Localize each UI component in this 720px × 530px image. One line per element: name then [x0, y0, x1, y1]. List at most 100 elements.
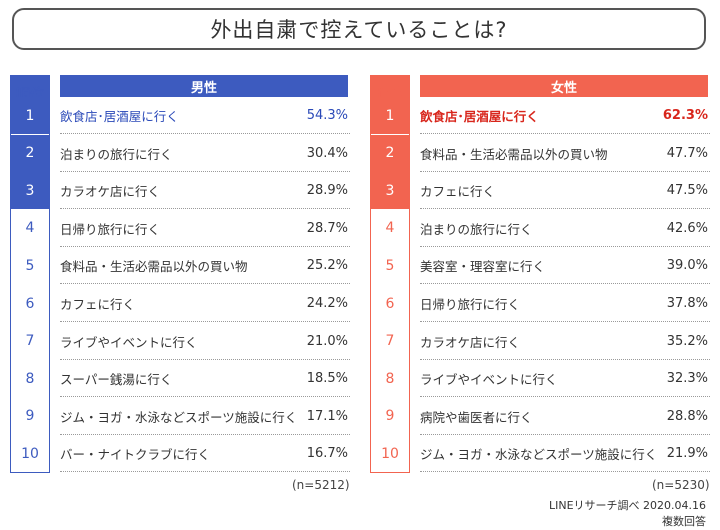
male-item-label: 食料品・生活必需品以外の買い物: [60, 259, 248, 275]
female-item-label: 美容室・理容室に行く: [420, 259, 546, 275]
male-row-divider: [60, 170, 350, 172]
female-row-divider: [420, 358, 710, 360]
female-row: 5 美容室・理容室に行く 39.0%: [370, 247, 710, 285]
female-row-divider: [420, 133, 710, 134]
male-row: 6 カフェに行く 24.2%: [10, 285, 350, 322]
female-percentage: 42.6%: [666, 220, 708, 236]
female-rank-cell: 4: [385, 220, 395, 237]
male-item-label: 泊まりの旅行に行く: [60, 146, 173, 162]
male-percentage: 25.2%: [306, 258, 348, 274]
female-rank-cell: 5: [385, 257, 395, 274]
male-item-label: スーパー銭湯に行く: [60, 372, 173, 388]
female-item-label: ライブやイベントに行く: [420, 372, 558, 388]
female-item-label: 泊まりの旅行に行く: [420, 221, 533, 237]
male-rank-cell: 2: [10, 134, 50, 172]
female-row: 7 カラオケ店に行く 35.2%: [370, 323, 710, 360]
female-item-label: カフェに行く: [420, 184, 496, 200]
female-rank-cell: 8: [385, 370, 395, 387]
male-row: 5 食料品・生活必需品以外の買い物 25.2%: [10, 247, 350, 285]
male-row: 8 スーパー銭湯に行く 18.5%: [10, 360, 350, 398]
female-row: 6 日帰り旅行に行く 37.8%: [370, 285, 710, 322]
female-header: 女性: [420, 75, 708, 97]
female-row-divider: [420, 283, 710, 285]
female-row-divider: [420, 245, 710, 247]
female-percentage: 62.3%: [662, 108, 708, 123]
male-sample-size: (n=5212): [292, 478, 350, 492]
female-percentage: 28.8%: [666, 408, 708, 424]
male-rank-cell: 9: [25, 408, 35, 425]
female-percentage: 47.5%: [666, 183, 708, 199]
male-percentage: 54.3%: [306, 108, 348, 123]
male-row: 1 飲食店･居酒屋に行く 54.3%: [10, 97, 350, 134]
male-percentage: 17.1%: [306, 408, 348, 424]
female-item-label: 飲食店･居酒屋に行く: [420, 109, 539, 124]
female-rank-cell: 9: [385, 408, 395, 425]
male-row: 10 バー・ナイトクラブに行く 16.7%: [10, 435, 350, 473]
male-row: 3 カラオケ店に行く 28.9%: [10, 172, 350, 210]
female-rank-cell: 2: [370, 134, 410, 172]
male-row: 9 ジム・ヨガ・水泳などスポーツ施設に行く 17.1%: [10, 398, 350, 435]
female-rank-cell: 7: [385, 333, 395, 350]
female-row-divider: [420, 321, 710, 322]
female-sample-size: (n=5230): [652, 478, 710, 492]
male-row-divider: [60, 471, 350, 473]
female-percentage: 37.8%: [666, 296, 708, 311]
female-rank-cell: 6: [385, 295, 395, 312]
female-rank-cell: 3: [370, 172, 410, 210]
female-item-label: 日帰り旅行に行く: [420, 297, 521, 312]
female-row: 9 病院や歯医者に行く 28.8%: [370, 398, 710, 435]
male-row-divider: [60, 245, 350, 247]
female-row: 3 カフェに行く 47.5%: [370, 172, 710, 210]
source-note: LINEリサーチ調べ 2020.04.16: [548, 499, 706, 512]
male-rank-cell: 7: [25, 333, 35, 350]
male-row: 2 泊まりの旅行に行く 30.4%: [10, 134, 350, 172]
male-item-label: バー・ナイトクラブに行く: [60, 447, 211, 463]
female-percentage: 35.2%: [666, 333, 708, 349]
male-percentage: 21.0%: [306, 333, 348, 349]
female-item-label: カラオケ店に行く: [420, 334, 521, 350]
male-rank-cell: 3: [10, 172, 50, 210]
female-row-divider: [420, 433, 710, 435]
male-row-divider: [60, 358, 350, 360]
male-item-label: カラオケ店に行く: [60, 184, 161, 200]
male-row: 7 ライブやイベントに行く 21.0%: [10, 323, 350, 360]
female-item-label: 病院や歯医者に行く: [420, 409, 533, 425]
female-percentage: 21.9%: [666, 446, 708, 462]
male-rank-cell: 8: [25, 370, 35, 387]
male-row-divider: [60, 133, 350, 134]
male-item-label: ライブやイベントに行く: [60, 334, 198, 350]
male-rank-cell: 1: [10, 97, 50, 134]
male-row-divider: [60, 396, 350, 398]
male-percentage: 24.2%: [306, 296, 348, 311]
female-row: 8 ライブやイベントに行く 32.3%: [370, 360, 710, 398]
female-percentage: 32.3%: [666, 371, 708, 387]
male-percentage: 28.7%: [306, 220, 348, 236]
female-item-label: ジム・ヨガ・水泳などスポーツ施設に行く: [420, 447, 658, 463]
male-item-label: 飲食店･居酒屋に行く: [60, 109, 179, 124]
female-rank-cell: 10: [381, 445, 399, 462]
male-item-label: ジム・ヨガ・水泳などスポーツ施設に行く: [60, 409, 298, 425]
female-percentage: 39.0%: [666, 258, 708, 274]
multiple-answer-note: 複数回答: [662, 515, 706, 528]
male-row: 4 日帰り旅行に行く 28.7%: [10, 210, 350, 247]
male-rank-cell: 5: [25, 257, 35, 274]
male-row-divider: [60, 283, 350, 285]
female-row-divider: [420, 471, 710, 473]
male-percentage: 28.9%: [306, 183, 348, 199]
male-rank-cell: 4: [25, 220, 35, 237]
female-row: 4 泊まりの旅行に行く 42.6%: [370, 210, 710, 247]
female-percentage: 47.7%: [666, 145, 708, 161]
male-percentage: 30.4%: [306, 145, 348, 161]
female-item-label: 食料品・生活必需品以外の買い物: [420, 146, 608, 162]
male-percentage: 16.7%: [306, 446, 348, 462]
male-header: 男性: [60, 75, 348, 97]
male-item-label: カフェに行く: [60, 297, 136, 312]
female-row: 1 飲食店･居酒屋に行く 62.3%: [370, 97, 710, 134]
female-row-divider: [420, 396, 710, 398]
female-row: 2 食料品・生活必需品以外の買い物 47.7%: [370, 134, 710, 172]
female-row-divider: [420, 170, 710, 172]
female-rank-cell: 1: [370, 97, 410, 134]
male-rank-cell: 10: [21, 445, 39, 462]
female-row-divider: [420, 208, 710, 210]
male-percentage: 18.5%: [306, 371, 348, 387]
